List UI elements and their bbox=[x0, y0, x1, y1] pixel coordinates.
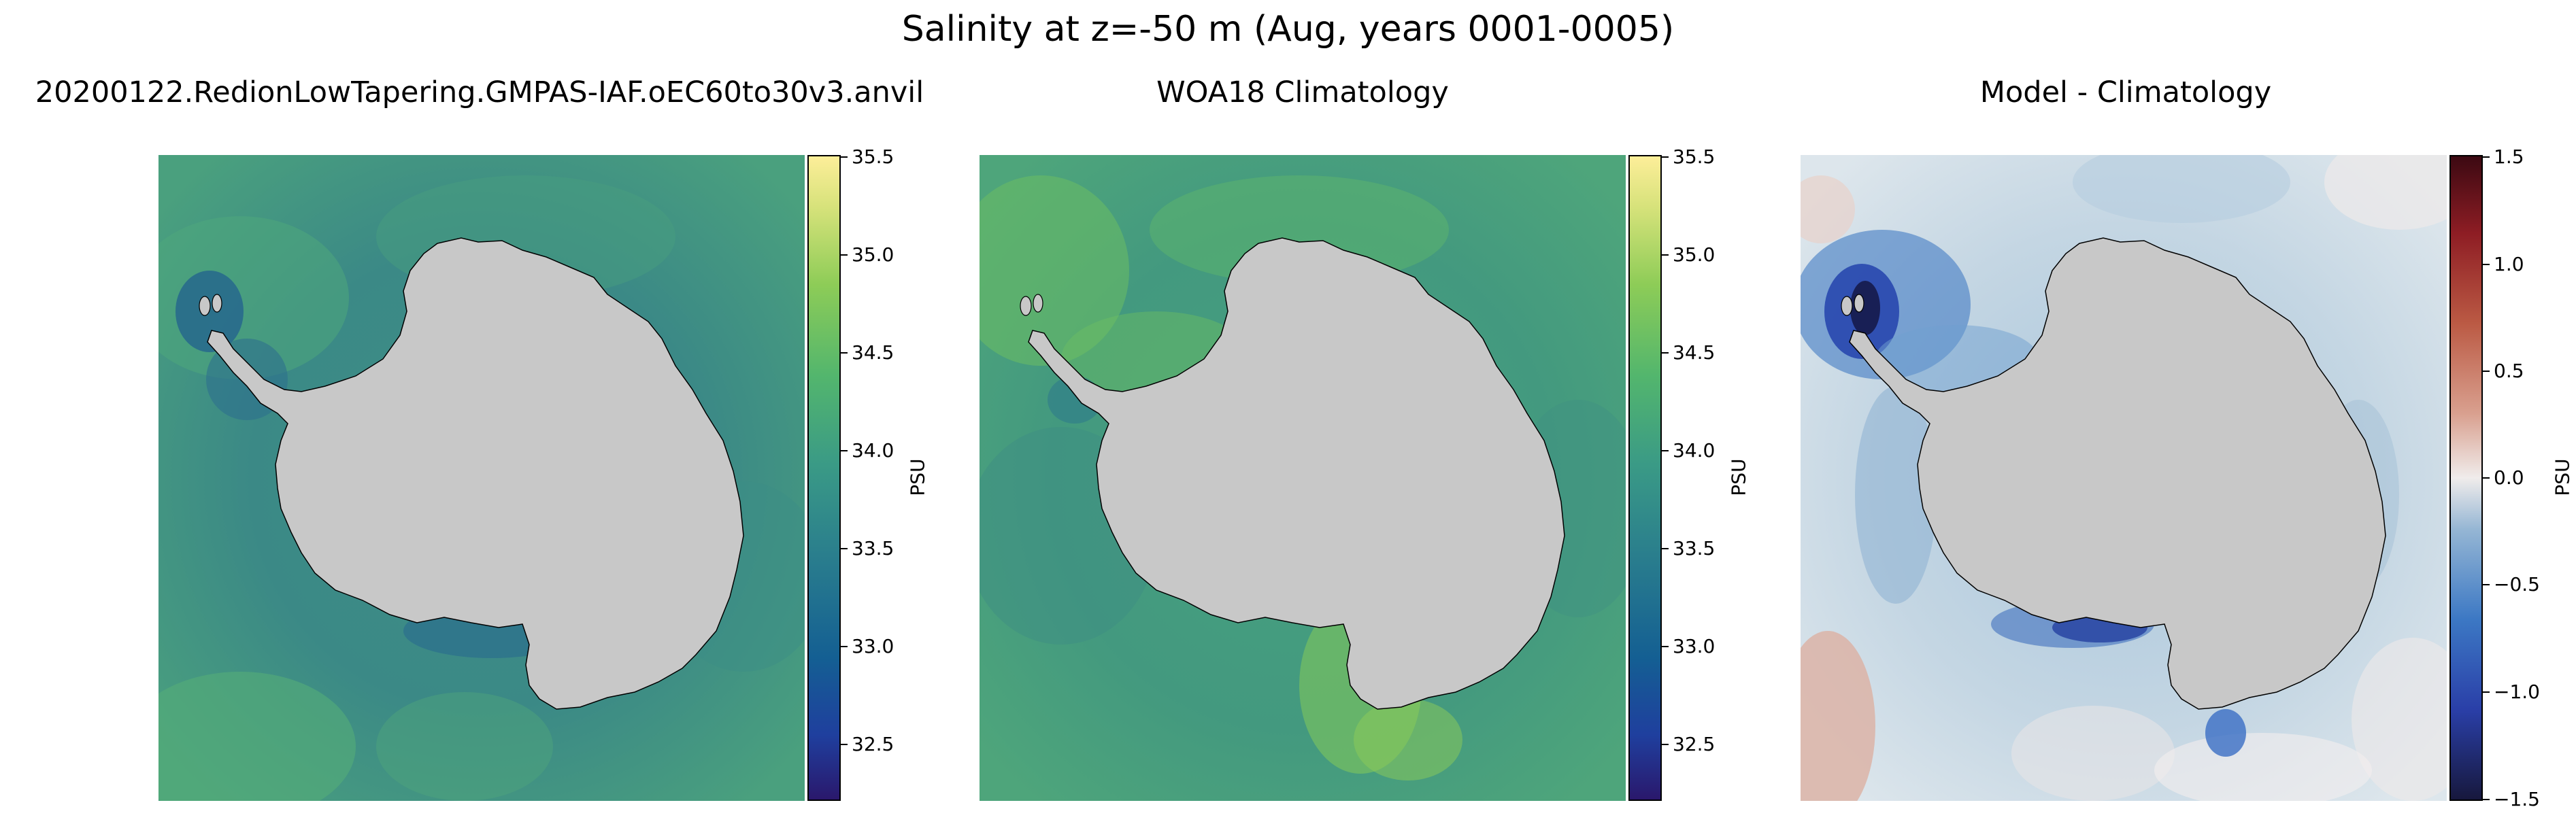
tick-label: 34.5 bbox=[852, 341, 894, 364]
map-model-salinity bbox=[158, 155, 805, 801]
tick-label: 32.5 bbox=[1673, 733, 1716, 755]
tick-label: 35.0 bbox=[852, 243, 894, 266]
tick-label: 33.0 bbox=[1673, 635, 1716, 657]
panel-title-climatology: WOA18 Climatology bbox=[1156, 75, 1449, 109]
tick-label: 1.5 bbox=[2494, 145, 2524, 168]
panel-title-difference: Model - Climatology bbox=[1979, 75, 2272, 109]
tick-label: 33.5 bbox=[852, 537, 894, 560]
colorbar-difference bbox=[2449, 155, 2483, 801]
tick-label: 34.5 bbox=[1673, 341, 1716, 364]
tick-label: −1.0 bbox=[2494, 681, 2540, 703]
tick-label: −0.5 bbox=[2494, 573, 2540, 596]
tick-label: 33.5 bbox=[1673, 537, 1716, 560]
panel-title-model: 20200122.RedionLowTapering.GMPAS-IAF.oEC… bbox=[35, 75, 924, 109]
map-difference-salinity bbox=[1801, 155, 2447, 801]
colorbar-difference-unit: PSU bbox=[2551, 458, 2574, 496]
tick-label: 35.0 bbox=[1673, 243, 1716, 266]
colorbar-climatology bbox=[1628, 155, 1662, 801]
tick-label: 35.5 bbox=[852, 145, 894, 168]
colorbar-model-unit: PSU bbox=[906, 458, 929, 496]
tick-label: 0.0 bbox=[2494, 466, 2524, 489]
antarctica-landmass bbox=[1849, 237, 2386, 710]
antarctica-landmass bbox=[207, 237, 744, 710]
colorbar-climatology-unit: PSU bbox=[1727, 458, 1750, 496]
tick-label: 1.0 bbox=[2494, 253, 2524, 275]
tick-label: 34.0 bbox=[852, 439, 894, 462]
tick-label: 32.5 bbox=[852, 733, 894, 755]
colorbar-model bbox=[807, 155, 841, 801]
figure-title: Salinity at z=-50 m (Aug, years 0001-000… bbox=[901, 9, 1675, 50]
tick-label: 33.0 bbox=[852, 635, 894, 657]
antarctica-landmass bbox=[1028, 237, 1565, 710]
tick-label: −1.5 bbox=[2494, 788, 2540, 810]
map-woa18-salinity bbox=[980, 155, 1626, 801]
tick-label: 35.5 bbox=[1673, 145, 1716, 168]
tick-label: 0.5 bbox=[2494, 360, 2524, 382]
tick-label: 34.0 bbox=[1673, 439, 1716, 462]
